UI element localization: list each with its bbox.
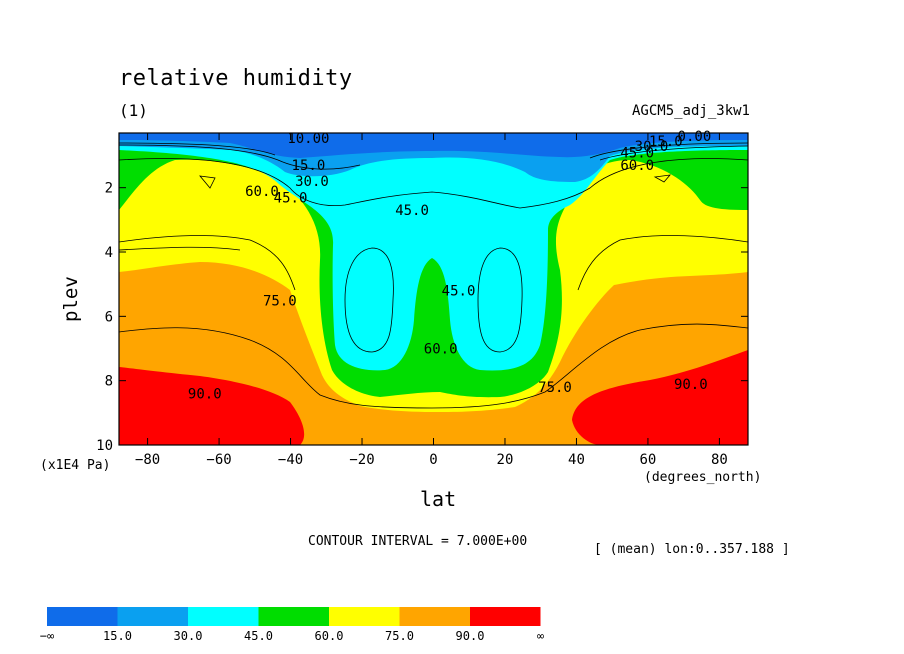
contour-label: 45.0 [442, 284, 476, 300]
contour-label: 90.0 [674, 377, 708, 393]
dataset-label: AGCM5_adj_3kw1 [631, 103, 750, 119]
contour-label: 10.00 [287, 131, 329, 147]
x-axis-ticks: −80 −60 −40 −20 0 20 40 60 80 [135, 133, 728, 468]
contour-label: 0.00 [678, 129, 712, 145]
colorbar-swatch [399, 607, 470, 626]
y-tick-label: 8 [105, 374, 113, 390]
contour-label: 30.0 [635, 139, 669, 155]
contour-label: 75.0 [538, 380, 572, 396]
y-tick-label: 6 [105, 309, 113, 325]
x-tick-label: −20 [349, 452, 374, 468]
colorbar-label: 30.0 [174, 629, 203, 643]
x-axis-unit: (degrees_north) [644, 470, 762, 485]
y-axis-unit: (x1E4 Pa) [40, 458, 111, 473]
colorbar-swatch [117, 607, 188, 626]
fill-30-45 [119, 133, 748, 371]
chart-subtitle: (1) [119, 101, 148, 120]
contour-label: 30.0 [295, 174, 329, 190]
contour-label: 75.0 [263, 293, 297, 309]
y-tick-label: 10 [96, 438, 113, 454]
colorbar: −∞ 15.0 30.0 45.0 60.0 75.0 90.0 ∞ [40, 607, 544, 643]
colorbar-swatch [188, 607, 259, 626]
x-tick-label: 40 [568, 452, 585, 468]
contour-label: 60.0 [245, 184, 279, 200]
colorbar-label: 75.0 [385, 629, 414, 643]
fill-below-15 [119, 133, 748, 158]
x-axis-label: lat [420, 487, 457, 511]
contour-label: 90.0 [188, 387, 222, 403]
contour-label: 45.0 [274, 190, 308, 206]
contour-lines [119, 142, 748, 409]
filled-contours [119, 133, 748, 445]
x-tick-label: 20 [497, 452, 514, 468]
x-tick-label: −80 [135, 452, 160, 468]
x-tick-label: −40 [278, 452, 303, 468]
contour-labels: 10.0015.030.045.060.045.045.060.075.090.… [188, 129, 711, 402]
colorbar-label: 90.0 [456, 629, 485, 643]
fill-45-60 [119, 133, 748, 398]
colorbar-swatch [47, 607, 118, 626]
x-tick-label: 80 [711, 452, 728, 468]
chart-title: relative humidity [119, 66, 353, 91]
colorbar-swatch [470, 607, 541, 626]
colorbar-swatch [329, 607, 400, 626]
contour-label: 15.0 [292, 158, 326, 174]
x-tick-label: 0 [429, 452, 437, 468]
contour-interval-text: CONTOUR INTERVAL = 7.000E+00 [308, 534, 528, 549]
contour-label: 60.0 [424, 342, 458, 358]
colorbar-label: 60.0 [315, 629, 344, 643]
contour-label: 60.0 [620, 158, 654, 174]
y-tick-label: 2 [105, 181, 113, 197]
colorbar-swatch [258, 607, 329, 626]
y-tick-label: 4 [105, 245, 113, 261]
colorbar-label: ∞ [537, 629, 544, 643]
mean-text: [ (mean) lon:0..357.188 ] [594, 542, 790, 557]
contour-label: 15.0 [649, 134, 683, 150]
x-tick-label: −60 [206, 452, 231, 468]
y-axis-ticks: 2 4 6 8 10 [96, 181, 748, 454]
contour-label: 45.0 [620, 145, 654, 161]
contour-label: 45.0 [395, 203, 429, 219]
colorbar-label: 45.0 [244, 629, 273, 643]
x-tick-label: 60 [640, 452, 657, 468]
colorbar-label: 15.0 [103, 629, 132, 643]
colorbar-label: −∞ [40, 629, 54, 643]
